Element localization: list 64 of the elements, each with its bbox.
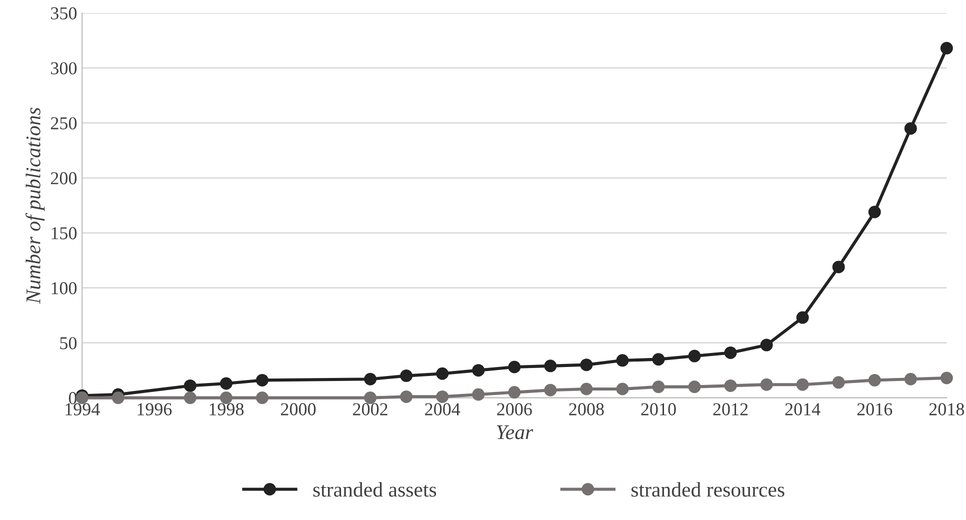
point [868, 374, 881, 386]
x-tick-label: 2008 [569, 403, 604, 416]
point [724, 346, 737, 359]
x-tick-label: 1994 [66, 403, 100, 416]
point [508, 360, 521, 374]
x-tick-label: 1998 [210, 403, 244, 416]
y-tick-label: 150 [52, 227, 77, 240]
x-tick-label: 2002 [353, 403, 388, 416]
point [832, 376, 845, 389]
point [652, 353, 665, 366]
point [688, 380, 701, 394]
legend-label: stranded resources [631, 482, 784, 497]
point [616, 382, 629, 396]
point [184, 379, 196, 392]
y-tick-label: 350 [51, 7, 77, 20]
point [616, 354, 629, 367]
point [436, 367, 449, 380]
point [904, 122, 917, 135]
x-tick-label: 2004 [425, 403, 460, 416]
x-tick-label: 2014 [785, 403, 820, 416]
x-tick-label: 1996 [138, 403, 172, 416]
legend-label: stranded assets [313, 482, 436, 497]
point [184, 392, 196, 404]
x-tick-label: 2006 [497, 403, 532, 416]
point [472, 388, 485, 401]
point [544, 360, 557, 372]
y-tick-label: 250 [50, 117, 77, 130]
point [904, 372, 917, 386]
point [508, 386, 521, 399]
point [256, 392, 268, 404]
point [760, 378, 773, 391]
point [688, 350, 701, 362]
y-tick-label: 0 [68, 392, 77, 404]
x-tick-label: 2018 [929, 403, 964, 416]
point [796, 378, 809, 391]
point [940, 372, 953, 384]
point [724, 379, 737, 392]
point [544, 384, 557, 396]
y-tick-label: 200 [50, 172, 77, 184]
point [796, 311, 809, 324]
point [256, 374, 268, 386]
point [652, 380, 665, 394]
y-axis-title: Number of publications [26, 108, 45, 304]
point [940, 42, 953, 54]
point [220, 377, 232, 390]
point [364, 372, 377, 386]
point [760, 338, 773, 352]
point [868, 206, 881, 218]
x-tick-label: 2012 [713, 403, 748, 416]
point [112, 392, 124, 404]
x-tick-label: 2010 [641, 403, 676, 416]
y-tick-label: 100 [52, 282, 77, 294]
x-tick-label: 2016 [857, 403, 892, 416]
x-tick-label: 2000 [280, 403, 316, 416]
point [580, 382, 593, 396]
y-tick-label: 50 [60, 337, 77, 350]
y-tick-label: 300 [51, 62, 77, 74]
x-axis-title: Year [496, 425, 534, 440]
point [400, 370, 413, 382]
point [400, 390, 413, 403]
point [436, 390, 449, 403]
point [472, 364, 485, 377]
point [832, 260, 845, 274]
point [580, 358, 593, 372]
